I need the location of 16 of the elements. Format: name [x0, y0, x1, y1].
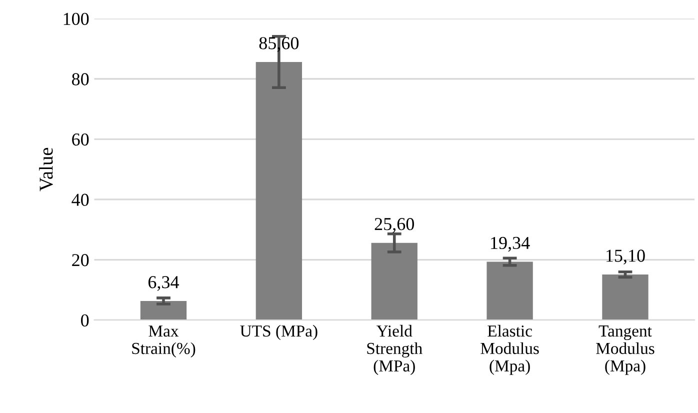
y-tick-label: 60 [72, 133, 89, 146]
data-label: 15,10 [606, 250, 645, 264]
y-tick-label: 20 [72, 254, 89, 266]
y-axis-title: Value [39, 148, 53, 192]
data-label: 6,34 [148, 276, 180, 291]
y-tick-label: 100 [64, 12, 89, 26]
y-tick-label: 80 [72, 73, 89, 86]
data-label: 25,60 [374, 218, 414, 233]
x-tick-label: Tangent Modulus (Mpa) [596, 326, 654, 375]
y-tick-label: 0 [81, 314, 89, 327]
data-label: 19,34 [491, 236, 530, 252]
x-tick-label: Max Strain(%) [132, 326, 196, 358]
y-tick-label: 40 [72, 194, 89, 206]
x-tick-label: UTS (MPa) [240, 324, 318, 340]
x-tick-label: Elastic Modulus (Mpa) [480, 324, 539, 375]
x-tick-label: Yield Strength (MPa) [367, 324, 422, 375]
